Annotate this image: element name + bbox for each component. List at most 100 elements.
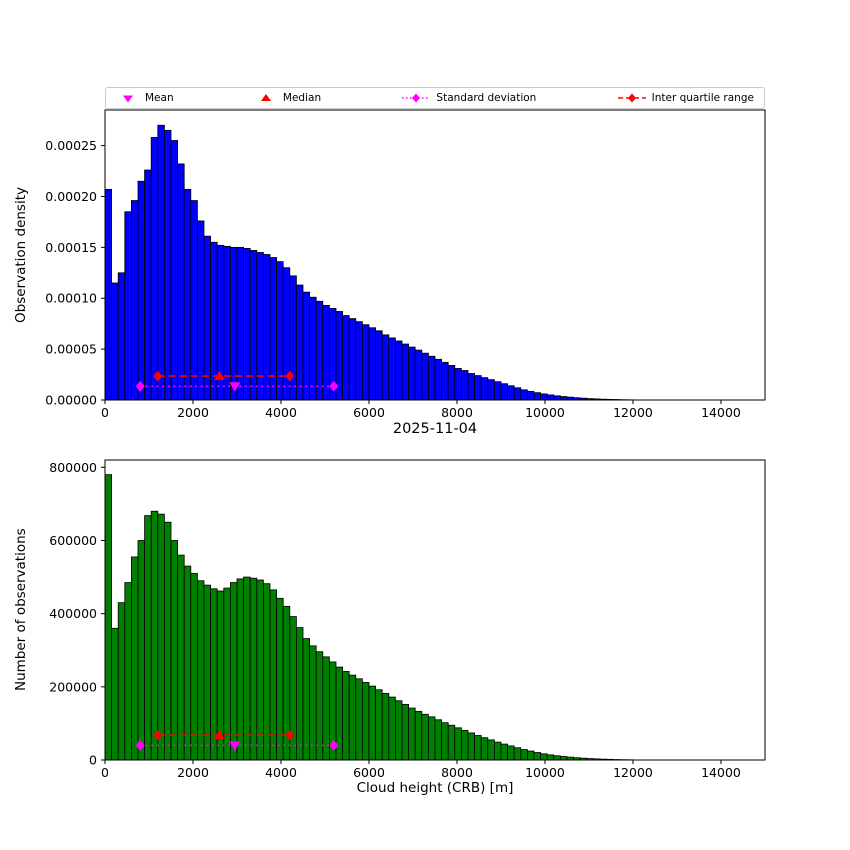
- histogram-bar: [111, 627, 119, 761]
- histogram-bar: [454, 368, 462, 401]
- x-tick-label: 8000: [441, 765, 473, 780]
- histogram-bar: [104, 474, 112, 761]
- iqr-high-marker: [285, 729, 295, 741]
- histogram-bar: [421, 352, 429, 401]
- histogram-bar: [434, 358, 442, 401]
- axes-frame: [104, 459, 766, 761]
- y-tick-label: 0.00020: [45, 189, 97, 204]
- histogram-bar: [117, 272, 126, 401]
- histogram-bar: [348, 674, 357, 761]
- histogram-bar: [467, 732, 475, 761]
- iqr-low-marker: [153, 729, 163, 741]
- histogram-bar: [427, 716, 436, 761]
- histogram-bar: [447, 364, 456, 401]
- histogram-bar: [170, 540, 178, 761]
- histogram-bar: [540, 753, 548, 761]
- histogram-bar: [408, 346, 416, 401]
- histogram-bar: [487, 379, 495, 401]
- histogram-bar: [460, 370, 469, 401]
- legend-item-inter-quartile-range: Inter quartile range: [617, 91, 754, 105]
- histogram-bar: [467, 373, 475, 401]
- histogram-bar: [394, 700, 403, 761]
- histogram-bar: [124, 211, 132, 401]
- histogram-bar: [434, 719, 442, 761]
- x-tick-label: 8000: [441, 405, 473, 420]
- x-tick-label: 10000: [525, 405, 565, 420]
- histogram-bar: [315, 300, 324, 401]
- histogram-bar: [302, 638, 310, 761]
- histogram-bar: [381, 693, 390, 761]
- histogram-bar: [262, 583, 271, 761]
- legend-item-standard-deviation: Standard deviation: [401, 91, 536, 105]
- histogram-bar: [177, 163, 185, 401]
- histogram-bar: [229, 582, 238, 761]
- diamond-dotted-line-icon: [401, 91, 431, 105]
- histogram-bar: [474, 735, 482, 761]
- histogram-bar: [553, 395, 561, 401]
- legend-label: Inter quartile range: [651, 92, 754, 104]
- histogram-bar: [302, 291, 310, 401]
- histogram-bar: [190, 200, 198, 401]
- axes-frame: [104, 109, 766, 401]
- histogram-bar: [104, 188, 112, 401]
- histogram-bar: [513, 387, 522, 401]
- x-tick-label: 12000: [613, 405, 653, 420]
- histogram-bar: [375, 689, 383, 761]
- histogram-bar: [342, 315, 350, 401]
- y-tick-label: 0.00000: [45, 393, 97, 408]
- histogram-bar: [454, 727, 462, 761]
- y-tick-label: 0.00015: [45, 240, 97, 255]
- x-tick-label: 6000: [353, 765, 385, 780]
- histogram-bar: [507, 385, 515, 401]
- mean-marker: [229, 741, 241, 751]
- histogram-bar: [414, 710, 423, 761]
- histogram-bar: [361, 682, 370, 761]
- median-marker: [213, 729, 225, 740]
- legend-label: Standard deviation: [436, 92, 537, 104]
- histogram-bar: [196, 220, 205, 401]
- y-tick-label: 0.00005: [45, 342, 97, 357]
- histogram-bar: [560, 396, 568, 401]
- x-tick-label: 14000: [701, 405, 741, 420]
- x-tick-label: 10000: [525, 765, 565, 780]
- histogram-bar: [355, 321, 363, 401]
- histogram-bar: [553, 755, 561, 761]
- y-tick-label: 0: [89, 753, 97, 768]
- histogram-bar: [520, 389, 528, 401]
- std-dev-high-marker: [329, 739, 339, 751]
- histogram-bar: [269, 257, 277, 401]
- std-dev-low-marker: [135, 739, 145, 751]
- histogram-bar: [177, 554, 185, 761]
- x-tick-label: 2000: [177, 405, 209, 420]
- histogram-bar: [111, 282, 119, 401]
- x-tick-label: 4000: [265, 765, 297, 780]
- histogram-bar: [401, 703, 409, 761]
- histogram-bar: [520, 749, 528, 761]
- histogram-bar: [256, 252, 264, 401]
- histogram-bar: [441, 722, 449, 761]
- histogram-bar: [124, 582, 132, 761]
- x-tick-label: 0: [101, 765, 109, 780]
- histogram-bar: [130, 200, 139, 401]
- histogram-bar: [368, 685, 376, 761]
- std-dev-low-marker: [135, 380, 145, 392]
- histogram-bar: [381, 334, 390, 401]
- histogram-bar: [546, 754, 555, 761]
- legend-label: Median: [282, 92, 322, 104]
- histogram-bar: [256, 579, 264, 761]
- histogram-bar: [315, 651, 324, 761]
- histogram-bar: [150, 137, 159, 401]
- histogram-bar: [203, 584, 211, 761]
- histogram-bar: [157, 513, 165, 761]
- legend-item-mean: Mean: [116, 91, 174, 105]
- histogram-bar: [527, 390, 535, 401]
- histogram-bar: [368, 327, 376, 401]
- y-tick-label: 800000: [49, 460, 97, 475]
- histogram-bar: [460, 729, 469, 761]
- histogram-bar: [137, 180, 145, 401]
- legend-label: Mean: [145, 92, 174, 104]
- histogram-bar: [474, 375, 482, 401]
- histogram-bar: [196, 580, 205, 761]
- histogram-bar: [540, 393, 548, 401]
